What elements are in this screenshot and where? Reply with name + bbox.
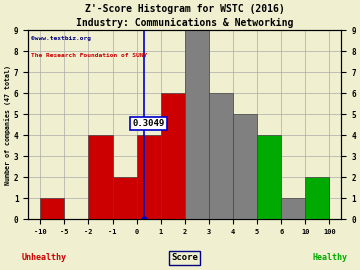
Text: 0.3049: 0.3049 bbox=[132, 119, 165, 128]
Bar bbox=[113, 177, 137, 220]
Bar bbox=[89, 136, 113, 220]
Bar bbox=[281, 198, 305, 220]
Bar bbox=[137, 136, 161, 220]
Bar bbox=[305, 177, 329, 220]
Text: ©www.textbiz.org: ©www.textbiz.org bbox=[31, 36, 91, 41]
Text: Unhealthy: Unhealthy bbox=[22, 254, 67, 262]
Text: Healthy: Healthy bbox=[313, 254, 348, 262]
Y-axis label: Number of companies (47 total): Number of companies (47 total) bbox=[4, 65, 11, 185]
Bar bbox=[40, 198, 64, 220]
Title: Z'-Score Histogram for WSTC (2016)
Industry: Communications & Networking: Z'-Score Histogram for WSTC (2016) Indus… bbox=[76, 4, 293, 28]
Text: Score: Score bbox=[171, 254, 198, 262]
Bar bbox=[233, 114, 257, 220]
Bar bbox=[161, 93, 185, 220]
Text: The Research Foundation of SUNY: The Research Foundation of SUNY bbox=[31, 53, 148, 58]
Bar bbox=[185, 31, 209, 220]
Bar bbox=[209, 93, 233, 220]
Bar bbox=[257, 136, 281, 220]
